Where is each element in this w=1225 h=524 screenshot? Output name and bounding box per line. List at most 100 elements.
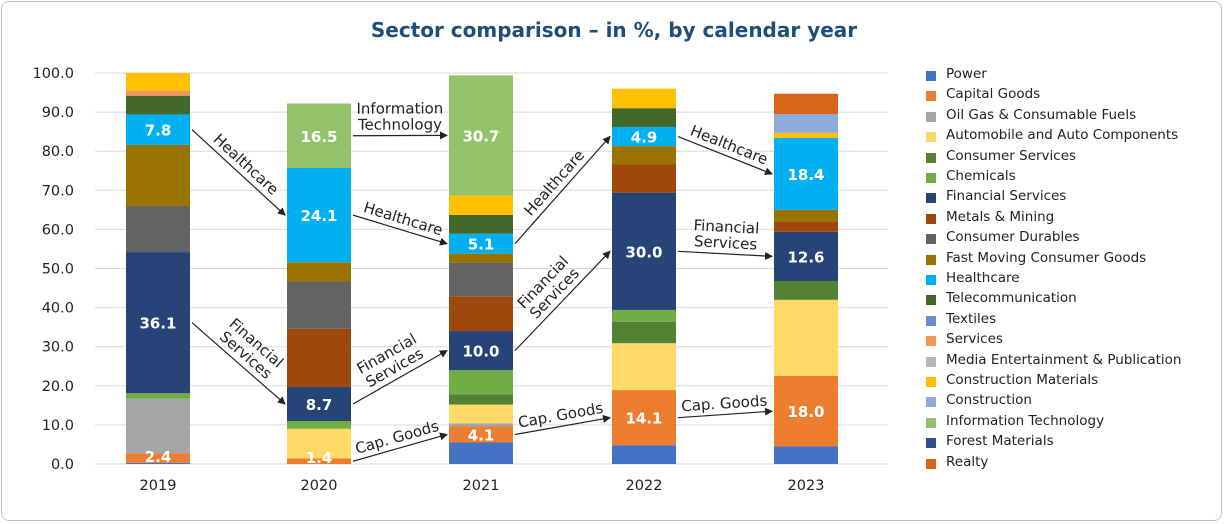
y-tick-label: 20.0 <box>42 379 74 395</box>
y-tick-label: 10.0 <box>42 418 74 434</box>
annotation-arrow <box>677 250 773 260</box>
data-label: 30.7 <box>462 127 499 145</box>
legend-swatch <box>926 417 936 428</box>
bar-segment <box>612 88 676 109</box>
bar-segment <box>612 309 676 322</box>
data-label: 30.0 <box>625 243 662 261</box>
legend-swatch <box>926 234 936 245</box>
annotation-arrow <box>352 432 448 462</box>
bar-segment <box>774 376 838 447</box>
y-tick-label: 70.0 <box>42 183 74 199</box>
annotation-label: Healthcare <box>520 146 588 219</box>
legend-swatch <box>926 397 936 408</box>
bar-segment <box>126 73 190 91</box>
bar-segment <box>612 445 676 464</box>
legend-label: Consumer Durables <box>946 229 1080 246</box>
annotation-arrow <box>677 407 773 419</box>
data-labels: 2.4 36.1 7.8 1.4 8.7 24.1 16.5 4.1 10.0 5.1 30.7 14… <box>139 122 824 467</box>
y-tick-label: 50.0 <box>42 262 74 278</box>
y-tick-label: 40.0 <box>42 301 74 317</box>
y-tick-label: 90.0 <box>42 105 74 121</box>
annotation-text: Cap. Goods <box>681 392 768 416</box>
x-tick-label: 2023 <box>788 478 825 494</box>
annotation-text: Healthcare <box>361 198 444 239</box>
legend-label: Automobile and Auto Components <box>946 127 1179 144</box>
bar-segment <box>449 75 513 196</box>
legend-label: Financial Services <box>946 188 1067 205</box>
bar-segment <box>774 132 838 138</box>
bar-segment <box>774 114 838 133</box>
bar-segment <box>774 209 838 222</box>
legend-label: Construction Materials <box>946 372 1099 388</box>
annotation-arrow <box>514 414 611 436</box>
legend-label: Construction <box>946 392 1032 409</box>
bar-segment <box>126 144 190 206</box>
y-tick-label: 30.0 <box>42 340 74 356</box>
y-tick-label: 80.0 <box>42 144 74 160</box>
annotation-label: Cap. Goods <box>353 417 441 458</box>
annotation-arrow <box>191 129 286 216</box>
bar-segment <box>449 195 513 215</box>
data-label: 2.4 <box>145 448 172 466</box>
annotation-text: Financial <box>693 216 760 238</box>
legend-label: Textiles <box>946 310 997 327</box>
bar-segment <box>287 420 351 429</box>
legend-swatch <box>926 152 936 163</box>
annotation-text: Healthcare <box>520 146 588 219</box>
bar-segment <box>449 331 513 371</box>
annotation-text: Technology <box>357 115 442 133</box>
bar-segment <box>287 386 351 421</box>
x-tick-label: 2021 <box>463 478 500 494</box>
data-label: 4.1 <box>468 426 495 444</box>
legend-label: Forest Materials <box>946 433 1054 450</box>
x-tick-label: 2020 <box>301 478 338 494</box>
legend-label: Consumer Services <box>946 147 1077 164</box>
data-label: 8.7 <box>306 396 333 414</box>
bar-segment <box>449 423 513 427</box>
legend-swatch <box>926 356 936 367</box>
legend-swatch <box>926 458 936 469</box>
legend-swatch <box>926 315 936 326</box>
bar-segment <box>449 296 513 332</box>
bar-segment <box>774 137 838 210</box>
bar-segment <box>612 390 676 446</box>
annotation-arrow <box>352 350 448 405</box>
legend-swatch <box>926 336 936 347</box>
x-tick-label: 2019 <box>140 478 177 494</box>
legend-swatch <box>926 111 936 122</box>
x-axis-ticks: 2019 2020 2021 2022 2023 <box>140 478 825 494</box>
bar-segment <box>287 458 351 464</box>
bar-segment <box>612 146 676 165</box>
y-tick-label: 0.0 <box>51 457 74 473</box>
bar-segment <box>126 398 190 454</box>
bar-segment <box>612 164 676 193</box>
legend-swatch <box>926 377 936 387</box>
legend-swatch <box>926 91 936 102</box>
legend-swatch <box>926 275 936 285</box>
bar-segment <box>774 299 838 377</box>
bar-segment <box>126 393 190 399</box>
legend-label: Media Entertainment & Publication <box>946 351 1182 368</box>
legend-label: Oil Gas & Consumable Fuels <box>946 106 1137 123</box>
bar-segment <box>449 262 513 297</box>
bar-segment <box>449 233 513 254</box>
annotation-text: Information <box>356 99 443 117</box>
legend-label: Services <box>946 331 1003 348</box>
legend-label: Healthcare <box>946 270 1020 286</box>
bar-segment <box>126 95 190 115</box>
legend-label: Realty <box>946 453 989 470</box>
data-label: 24.1 <box>300 207 337 225</box>
legend-label: Fast Moving Consumer Goods <box>946 249 1147 266</box>
bar-segment <box>126 462 190 464</box>
bar-segment <box>449 404 513 424</box>
legend-swatch <box>926 438 936 449</box>
legend-swatch <box>926 295 936 306</box>
bar-segment <box>774 231 838 282</box>
data-label: 5.1 <box>468 236 495 254</box>
data-label: 18.0 <box>787 403 824 421</box>
annotation-label: Healthcare <box>361 198 444 239</box>
legend-swatch <box>926 173 936 183</box>
